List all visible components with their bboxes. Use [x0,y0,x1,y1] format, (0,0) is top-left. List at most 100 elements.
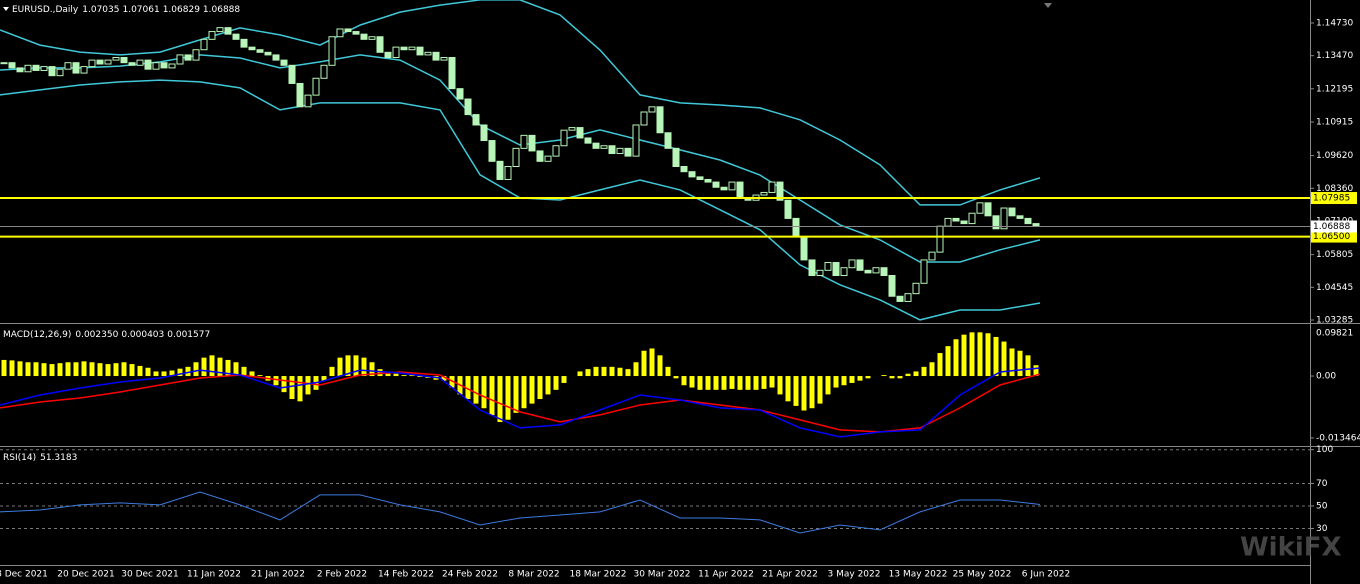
candle [112,57,120,61]
candle [80,66,88,74]
x-tick-label: 25 May 2022 [953,570,1012,580]
candle [72,62,80,74]
histogram-bar [737,376,743,390]
histogram-bar [633,362,639,377]
histogram-bar [201,357,207,377]
candle [712,181,720,188]
histogram-bar [193,362,199,377]
histogram-bar [209,355,215,377]
histogram-bar [993,336,999,377]
histogram-bar [881,375,887,377]
header-value: 1.06829 [163,5,200,15]
histogram-bar [705,376,711,390]
candle [32,64,40,71]
header-value: 51.3183 [40,453,77,463]
candle [56,68,64,77]
candle [984,202,992,217]
candle [560,129,568,147]
header-value: 0.002350 [75,330,118,340]
histogram-bar [849,376,855,383]
histogram-bar [529,376,535,404]
candle [1016,215,1024,219]
histogram-bar [641,350,647,377]
candle [472,114,480,126]
histogram-bar [977,332,983,377]
histogram-bar [473,376,479,404]
candle [168,63,176,69]
histogram-bar [33,362,39,377]
candle [512,147,520,168]
histogram-bar [769,376,775,388]
candle [64,62,72,70]
candle [520,134,528,149]
candle [320,64,328,79]
header-value: 1.07035 [82,5,119,15]
x-tick-label: 20 Dec 2021 [57,570,115,580]
y-tick-label: 1.13470 [1316,51,1353,61]
histogram-bar [409,375,415,377]
candle [672,147,680,168]
histogram-bar [785,376,791,402]
y-tick-label: 1.05805 [1316,250,1353,260]
candle [880,267,888,276]
candle [864,269,872,274]
histogram-bar [833,376,839,388]
candle [632,124,640,157]
candle [272,54,280,61]
candle [8,62,16,69]
histogram-bar [777,376,783,395]
candle [888,274,896,297]
candle [552,145,560,157]
level-label-box [1311,230,1357,243]
y-tick-label: 1.09620 [1316,151,1353,161]
current-price-label: 1.06888 [1313,222,1350,232]
candle [192,49,200,61]
histogram-bar [801,376,807,411]
candle [400,46,408,51]
candle [496,160,504,180]
indicator-line [0,491,1041,534]
histogram-bar [673,376,679,379]
candle [840,267,848,276]
candle [328,36,336,66]
histogram-bar [9,360,15,377]
candle [488,140,496,162]
candle [536,150,544,162]
histogram-bar [545,376,551,395]
y-tick-label: -0.013464 [1316,433,1360,443]
header-value: 1.06888 [203,5,240,15]
candle [392,46,400,59]
x-tick-label: 11 Apr 2022 [698,570,754,580]
histogram-bar [401,375,407,377]
candle [0,62,8,65]
candle [408,46,416,51]
candle [416,46,424,56]
histogram-bar [465,376,471,400]
candle [904,293,912,302]
histogram-bar [905,373,911,377]
histogram-bar [337,357,343,377]
histogram-bar [953,339,959,377]
x-tick-label: 30 Mar 2022 [633,570,690,580]
candle [736,181,744,199]
histogram-bar [929,362,935,377]
candle [216,27,224,33]
candle [936,225,944,253]
candle [176,54,184,65]
indicator-line [0,54,1041,263]
histogram-bar [937,353,943,377]
histogram-bar [1,359,7,377]
histogram-bar [825,376,831,395]
candle [944,217,952,227]
y-tick-label: 50 [1316,501,1328,511]
histogram-bar [281,376,287,393]
candle [808,259,816,276]
candle [360,33,368,40]
histogram-bar [553,376,559,390]
candle [24,64,32,73]
candle [824,262,832,271]
candle [224,27,232,35]
candle [432,51,440,61]
candle [288,64,296,84]
